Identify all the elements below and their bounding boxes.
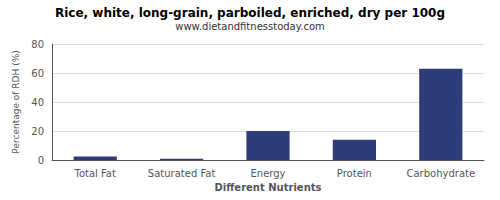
- svg-text:40: 40: [31, 97, 44, 108]
- svg-text:0: 0: [38, 155, 44, 166]
- svg-text:20: 20: [31, 126, 44, 137]
- svg-text:Energy: Energy: [250, 168, 285, 179]
- svg-text:Rice, white, long-grain, parbo: Rice, white, long-grain, parboiled, enri…: [55, 6, 445, 20]
- svg-text:Saturated Fat: Saturated Fat: [148, 168, 216, 179]
- svg-text:www.dietandfitnesstoday.com: www.dietandfitnesstoday.com: [175, 21, 324, 32]
- svg-text:60: 60: [31, 68, 44, 79]
- svg-text:Carbohydrate: Carbohydrate: [406, 168, 475, 179]
- svg-text:Total Fat: Total Fat: [73, 168, 115, 179]
- svg-text:Different Nutrients: Different Nutrients: [215, 182, 322, 193]
- svg-text:80: 80: [31, 39, 44, 50]
- svg-text:Percentage of RDH (%): Percentage of RDH (%): [11, 50, 21, 153]
- svg-text:Protein: Protein: [337, 168, 372, 179]
